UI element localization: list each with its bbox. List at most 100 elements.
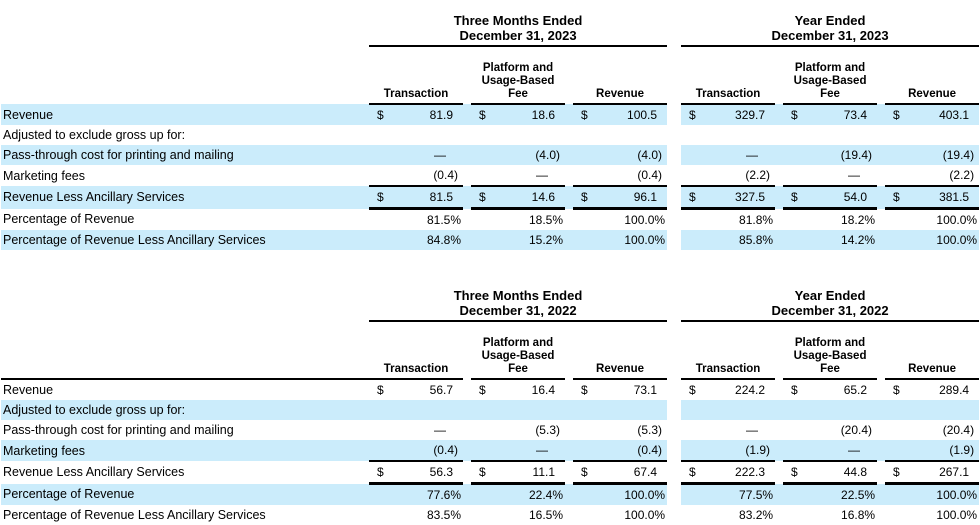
column-spacer [775, 104, 784, 125]
column-spacer [877, 505, 885, 525]
table-row: Adjusted to exclude gross up for: [1, 125, 979, 145]
cell-value: 11.1 [532, 465, 555, 479]
column-spacer [463, 209, 471, 231]
value-cell: $81.9 [369, 104, 463, 125]
money-value: 22.5% [783, 488, 877, 502]
currency-symbol: $ [689, 190, 696, 204]
column-spacer [775, 440, 784, 461]
money-value: $222.3 [681, 465, 775, 479]
money-value: 100.0% [885, 233, 979, 247]
row-label: Pass-through cost for printing and maili… [3, 423, 234, 437]
value-cell: $403.1 [885, 104, 980, 125]
cell-value: (0.4) [637, 443, 663, 457]
money-value: $100.5 [573, 108, 667, 122]
column-header-line: Platform and [794, 62, 866, 75]
column-spacer [775, 321, 783, 379]
row-label: Marketing fees [1, 440, 369, 461]
row-label: Percentage of Revenue Less Ancillary Ser… [1, 230, 369, 250]
column-spacer [463, 379, 471, 400]
currency-symbol: $ [689, 465, 696, 479]
column-header: Platform and Usage-Based Fee [471, 46, 565, 105]
group-title-line: December 31, 2022 [459, 303, 577, 319]
group-title-line: December 31, 2023 [459, 28, 577, 44]
cell-value: (4.0) [637, 148, 663, 162]
row-label: Adjusted to exclude gross up for: [1, 400, 369, 420]
column-spacer [775, 505, 783, 525]
column-spacer [463, 420, 471, 440]
group-gap [667, 400, 681, 420]
money-value: 100.0% [573, 213, 667, 227]
cell-value: (5.3) [535, 423, 560, 437]
money-value: (4.0) [471, 148, 565, 162]
value-cell: 22.5% [783, 483, 878, 505]
group-gap [667, 46, 681, 104]
cell-value: (1.9) [745, 443, 771, 457]
column-spacer [775, 209, 783, 231]
cell-value: (20.4) [840, 423, 873, 437]
cell-value: 73.4 [843, 108, 868, 122]
currency-symbol: $ [893, 465, 900, 479]
money-value: (0.4) [369, 168, 463, 182]
cell-value: (1.9) [949, 443, 975, 457]
column-spacer [463, 165, 471, 186]
currency-symbol: $ [479, 383, 486, 397]
cell-value: 73.1 [633, 383, 658, 397]
money-value: $81.5 [369, 190, 463, 204]
money-value: $54.0 [783, 190, 877, 204]
value-cell [471, 125, 565, 145]
money-value: (0.4) [369, 443, 463, 457]
money-value: 81.8% [681, 213, 775, 227]
cell-value: 81.5 [429, 190, 453, 204]
cell-value: 56.7 [429, 383, 453, 397]
value-cell: (0.4) [369, 440, 463, 462]
money-value: (2.2) [885, 168, 979, 182]
cell-value: 77.6% [426, 488, 461, 502]
column-spacer [565, 379, 573, 400]
cell-value: 16.5% [528, 508, 563, 522]
table-row: Revenue Less Ancillary Services $56.3 $11.… [1, 461, 980, 485]
column-spacer [463, 440, 471, 461]
group-gap [667, 104, 681, 125]
cell-value: — [434, 423, 446, 437]
group-gap [667, 186, 681, 209]
money-value: $67.4 [573, 465, 667, 479]
column-header: Platform and Usage-Based Fee [783, 46, 878, 105]
column-spacer [877, 483, 886, 505]
table-row: Percentage of Revenue Less Ancillary Ser… [1, 230, 980, 250]
column-spacer [877, 400, 886, 420]
cell-value: 67.4 [633, 465, 658, 479]
group-title-line: Year Ended [794, 12, 866, 28]
money-value: (1.9) [885, 443, 979, 457]
cell-value: — [848, 168, 861, 182]
value-cell: — [681, 420, 775, 440]
column-header-line: Usage-Based [793, 350, 867, 363]
column-spacer [565, 400, 573, 420]
label-column-header [1, 46, 369, 104]
column-spacer [463, 505, 471, 525]
column-spacer [565, 209, 573, 231]
column-spacer [463, 46, 471, 104]
cell-value: (2.2) [745, 168, 771, 182]
segment-revenue-table-current-year: Three Months Ended December 31, 2023 Year … [0, 10, 980, 250]
currency-symbol: $ [893, 108, 900, 122]
cell-value: 329.7 [735, 108, 766, 122]
money-value: $14.6 [471, 190, 565, 204]
column-header-line: Platform and [482, 62, 554, 75]
money-value: $11.1 [471, 465, 565, 479]
column-spacer [565, 46, 573, 104]
column-header-line: Transaction [695, 88, 761, 101]
column-spacer [775, 46, 783, 104]
group-gap [667, 440, 681, 461]
money-value: — [471, 443, 565, 457]
group-gap [667, 379, 681, 400]
value-cell: 100.0% [573, 209, 667, 231]
cell-value: 22.4% [528, 488, 563, 502]
money-value: — [783, 168, 877, 182]
cell-value: 100.0% [936, 213, 978, 227]
value-cell: 22.4% [471, 483, 565, 505]
column-header-line: Usage-Based [481, 75, 555, 88]
money-value: $81.9 [369, 108, 463, 122]
column-spacer [775, 483, 784, 505]
value-cell [369, 125, 463, 145]
value-cell: $16.4 [471, 379, 565, 400]
